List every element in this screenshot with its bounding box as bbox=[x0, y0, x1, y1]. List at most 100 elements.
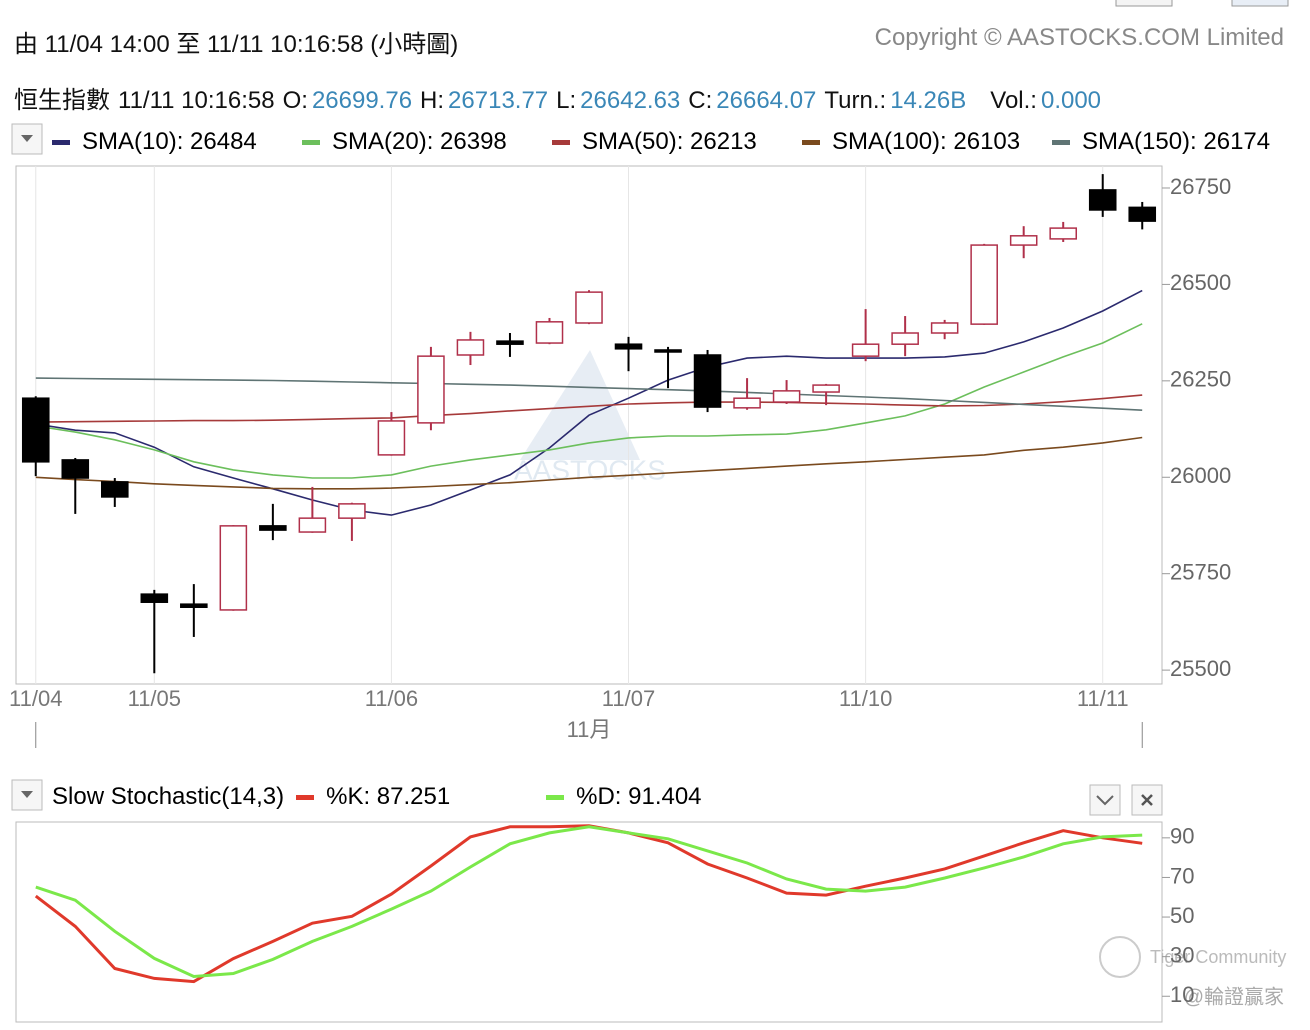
candle-body bbox=[535, 321, 564, 344]
x-tick-label: 11/10 bbox=[839, 686, 892, 711]
field-value: 26699.76 bbox=[311, 87, 413, 114]
series-line bbox=[35, 323, 1143, 479]
candle-body bbox=[377, 420, 406, 456]
y-tick-label: 26000 bbox=[1170, 463, 1231, 488]
series-line bbox=[35, 289, 1143, 516]
legend-label: %K: 87.251 bbox=[326, 783, 451, 810]
candle-body bbox=[21, 397, 50, 463]
legend: SMA(10): 26484 SMA(20): 26398 SMA(50): 262… bbox=[52, 128, 1302, 156]
candle-body bbox=[970, 244, 998, 325]
candle-body bbox=[180, 603, 208, 608]
x-tick-label: 11/04 bbox=[9, 686, 62, 711]
quote-time: 11/11 10:16:58 bbox=[118, 87, 275, 114]
y-tick-label: 25750 bbox=[1170, 560, 1231, 585]
candle-body bbox=[298, 517, 327, 533]
candle-body bbox=[891, 332, 919, 345]
candle-body bbox=[1049, 227, 1077, 240]
legend: Slow Stochastic(14,3) %K: 87.251 %D: 91.40… bbox=[52, 783, 796, 811]
candle-body bbox=[338, 503, 366, 519]
y-tick-label: 10 bbox=[1170, 982, 1194, 1007]
quote-bar: 恒生指數 11/11 10:16:58 O: 26699.76 H: 26713.77 L:… bbox=[14, 80, 1101, 115]
top-button[interactable] bbox=[1115, 0, 1173, 7]
copyright: Copyright © AASTOCKS.COM Limited bbox=[874, 24, 1284, 51]
watermark: @輪證贏家 bbox=[1184, 985, 1284, 1008]
x-tick-label: 11/06 bbox=[365, 686, 418, 711]
field-label: L: bbox=[556, 87, 577, 114]
tiger-logo bbox=[1099, 936, 1141, 978]
y-tick-label: 30 bbox=[1170, 942, 1194, 967]
field-label: Vol.: bbox=[990, 87, 1037, 114]
legend-label: SMA(50): 26213 bbox=[582, 128, 757, 155]
top-button[interactable] bbox=[1231, 0, 1289, 7]
legend-item: SMA(50): 26213 bbox=[552, 128, 802, 156]
candle-body bbox=[733, 397, 761, 409]
field-value: 26713.77 bbox=[448, 87, 549, 114]
field-label: H: bbox=[420, 87, 445, 114]
legend-label: %D: 91.404 bbox=[576, 783, 702, 810]
candle-body bbox=[772, 390, 801, 403]
series-line bbox=[35, 825, 1143, 979]
legend-swatch bbox=[296, 794, 315, 800]
legend-swatch bbox=[1052, 139, 1070, 145]
candle-body bbox=[1088, 189, 1117, 211]
candle-body bbox=[575, 291, 603, 324]
legend-item: %K: 87.251 bbox=[296, 783, 546, 811]
field-value: 0.000 bbox=[1040, 87, 1102, 114]
field-value: 26642.63 bbox=[580, 87, 681, 114]
candle-body bbox=[496, 340, 524, 345]
candle-body bbox=[1009, 235, 1038, 246]
candle-body bbox=[654, 349, 682, 353]
plot-area bbox=[15, 821, 1163, 1023]
x-tick-label: 11/05 bbox=[128, 686, 181, 711]
collapse-button[interactable] bbox=[1089, 784, 1121, 816]
range-title: 由 11/04 14:00 至 11/11 10:16:58 (小時圖) bbox=[14, 31, 459, 58]
x-axis-label: 11月 bbox=[567, 717, 612, 742]
index-name: 恒生指數 bbox=[14, 87, 110, 114]
candle-body bbox=[259, 525, 287, 531]
legend-swatch bbox=[546, 794, 565, 800]
logo-watermark bbox=[520, 350, 640, 460]
field-label: C: bbox=[688, 87, 713, 114]
legend-item: %D: 91.404 bbox=[546, 783, 796, 811]
dropdown[interactable] bbox=[11, 779, 43, 811]
series-line bbox=[35, 394, 1143, 423]
y-tick-label: 26750 bbox=[1170, 174, 1231, 199]
y-tick-label: 50 bbox=[1170, 903, 1194, 928]
candle-body bbox=[417, 355, 445, 424]
candle-body bbox=[219, 525, 248, 611]
legend-item: SMA(10): 26484 bbox=[52, 128, 302, 156]
legend-swatch bbox=[802, 139, 820, 145]
field-label: Turn.: bbox=[824, 87, 887, 114]
y-tick-label: 70 bbox=[1170, 863, 1194, 888]
legend-title: Slow Stochastic(14,3) bbox=[52, 783, 285, 810]
field-label: O: bbox=[282, 87, 308, 114]
y-tick-label: 26500 bbox=[1170, 270, 1231, 295]
legend-swatch bbox=[302, 139, 320, 145]
legend-swatch bbox=[552, 139, 570, 145]
legend-item: SMA(20): 26398 bbox=[302, 128, 552, 156]
legend-item: SMA(150): 26174 bbox=[1052, 128, 1302, 156]
y-tick-label: 90 bbox=[1170, 824, 1194, 849]
legend-label: SMA(10): 26484 bbox=[82, 128, 257, 155]
close-button[interactable] bbox=[1131, 784, 1163, 816]
series-line bbox=[35, 436, 1143, 490]
legend-label: SMA(150): 26174 bbox=[1082, 128, 1271, 155]
y-tick-label: 25500 bbox=[1170, 656, 1231, 681]
candle-body bbox=[101, 481, 129, 498]
candle-body bbox=[1128, 206, 1157, 222]
watermark: Tiger Community bbox=[1150, 947, 1286, 967]
legend-swatch bbox=[52, 139, 70, 145]
candle-body bbox=[456, 339, 485, 356]
y-tick-label: 26250 bbox=[1170, 367, 1231, 392]
series-line bbox=[35, 377, 1143, 411]
candle-body bbox=[851, 343, 880, 357]
candle-body bbox=[61, 459, 90, 479]
dropdown[interactable] bbox=[11, 123, 43, 155]
candle-body bbox=[812, 384, 840, 393]
candle-body bbox=[140, 593, 169, 603]
candle-body bbox=[693, 354, 722, 408]
legend-label: SMA(100): 26103 bbox=[832, 128, 1021, 155]
legend-item: SMA(100): 26103 bbox=[802, 128, 1052, 156]
